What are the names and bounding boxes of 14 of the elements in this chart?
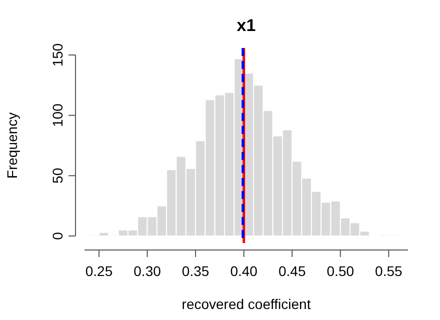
x-axis-title: recovered coefficient <box>182 296 311 312</box>
x-tick-label: 0.40 <box>230 263 258 279</box>
x-tick-label: 0.50 <box>326 263 354 279</box>
y-tick-label: 50 <box>50 168 66 184</box>
y-tick-label: 150 <box>50 43 66 67</box>
chart-title: x1 <box>236 16 256 35</box>
x-tick-label: 0.35 <box>182 263 210 279</box>
x-tick-label: 0.45 <box>278 263 306 279</box>
x-tick-label: 0.55 <box>375 263 403 279</box>
x-tick-label: 0.25 <box>85 263 113 279</box>
y-tick-label: 100 <box>50 103 66 128</box>
y-axis-title: Frequency <box>4 112 20 179</box>
x-tick-label: 0.30 <box>134 263 162 279</box>
y-tick-label: 0 <box>50 232 66 240</box>
